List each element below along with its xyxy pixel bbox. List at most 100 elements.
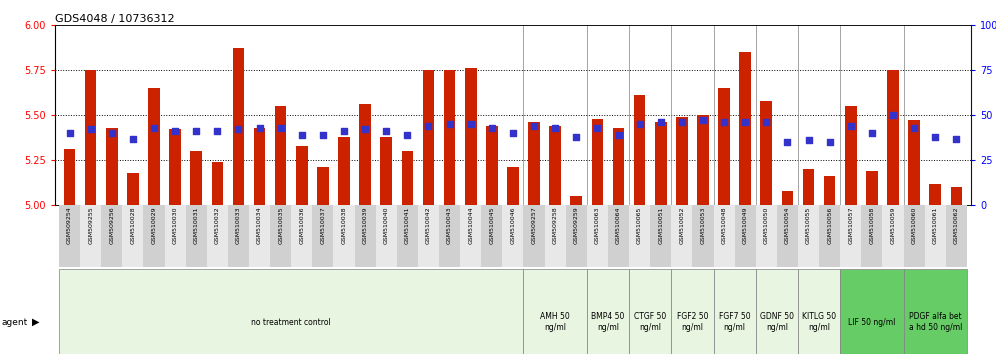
Text: GSM510045: GSM510045 — [489, 207, 494, 244]
Point — [526, 123, 542, 129]
Bar — [608, 205, 629, 267]
Text: GSM510038: GSM510038 — [342, 207, 347, 244]
Bar — [169, 130, 181, 205]
Bar — [317, 167, 329, 205]
Text: GSM510033: GSM510033 — [236, 207, 241, 244]
Bar — [819, 205, 841, 267]
Point — [590, 125, 606, 131]
Text: GSM510060: GSM510060 — [911, 207, 916, 244]
Text: GSM510048: GSM510048 — [721, 207, 726, 244]
Bar — [486, 126, 498, 205]
Bar — [650, 205, 671, 267]
Bar — [148, 88, 159, 205]
Point — [822, 139, 838, 145]
Bar — [190, 151, 202, 205]
Text: GSM510065: GSM510065 — [637, 207, 642, 244]
Bar — [275, 106, 287, 205]
Point — [358, 127, 374, 132]
Bar — [396, 205, 418, 267]
Bar — [228, 205, 249, 267]
Text: PDGF alfa bet
a hd 50 ng/ml: PDGF alfa bet a hd 50 ng/ml — [908, 313, 962, 332]
Bar — [481, 205, 502, 267]
Text: GSM509254: GSM509254 — [67, 207, 72, 244]
Bar — [903, 269, 967, 354]
Bar — [756, 205, 777, 267]
Point — [378, 129, 394, 134]
Text: GSM510044: GSM510044 — [468, 207, 473, 244]
Point — [209, 129, 225, 134]
Text: CTGF 50
ng/ml: CTGF 50 ng/ml — [634, 313, 666, 332]
Bar — [334, 205, 355, 267]
Bar — [360, 104, 371, 205]
Bar — [339, 137, 350, 205]
Bar — [929, 184, 941, 205]
Bar — [841, 269, 903, 354]
Bar — [613, 128, 624, 205]
Bar — [845, 106, 857, 205]
Text: GSM510030: GSM510030 — [172, 207, 177, 244]
Text: GSM510059: GSM510059 — [890, 207, 895, 244]
Text: GSM510040: GSM510040 — [383, 207, 388, 244]
Bar — [102, 205, 123, 267]
Bar — [85, 70, 97, 205]
Bar — [950, 187, 962, 205]
Bar — [903, 205, 924, 267]
Bar — [143, 205, 164, 267]
Text: ▶: ▶ — [32, 317, 40, 327]
Text: GSM510053: GSM510053 — [700, 207, 705, 244]
Bar — [123, 205, 143, 267]
Bar — [127, 173, 138, 205]
Point — [780, 139, 796, 145]
Text: no treatment control: no treatment control — [251, 318, 331, 327]
Text: GSM510028: GSM510028 — [130, 207, 135, 244]
Bar — [671, 205, 692, 267]
Point — [146, 125, 162, 131]
Text: FGF7 50
ng/ml: FGF7 50 ng/ml — [719, 313, 750, 332]
Text: GSM510064: GSM510064 — [616, 207, 622, 244]
Bar — [59, 205, 80, 267]
Point — [758, 119, 774, 125]
Bar — [313, 205, 334, 267]
Bar — [254, 128, 265, 205]
Text: GSM510041: GSM510041 — [404, 207, 410, 244]
Bar — [380, 137, 392, 205]
Bar — [106, 128, 118, 205]
Point — [843, 123, 859, 129]
Point — [399, 132, 415, 138]
Bar — [882, 205, 903, 267]
Bar — [524, 205, 545, 267]
Text: GSM510029: GSM510029 — [151, 207, 156, 244]
Point — [716, 119, 732, 125]
Bar — [803, 169, 815, 205]
Text: GSM509258: GSM509258 — [553, 207, 558, 244]
Text: GSM509259: GSM509259 — [574, 207, 579, 244]
Bar — [207, 205, 228, 267]
Text: GSM509255: GSM509255 — [89, 207, 94, 244]
Bar — [629, 269, 671, 354]
Point — [948, 136, 964, 141]
Text: GSM510052: GSM510052 — [679, 207, 684, 244]
Point — [188, 129, 204, 134]
Bar — [671, 269, 713, 354]
Point — [864, 130, 879, 136]
Bar — [291, 205, 313, 267]
Text: GDNF 50
ng/ml: GDNF 50 ng/ml — [760, 313, 794, 332]
Text: GSM510031: GSM510031 — [194, 207, 199, 244]
Text: GSM510055: GSM510055 — [806, 207, 811, 244]
Text: GSM510034: GSM510034 — [257, 207, 262, 244]
Bar — [841, 205, 862, 267]
Text: GSM510051: GSM510051 — [658, 207, 663, 244]
Bar — [739, 52, 751, 205]
Point — [441, 121, 457, 127]
Bar — [502, 205, 524, 267]
Bar — [422, 70, 434, 205]
Bar — [862, 205, 882, 267]
Bar — [164, 205, 185, 267]
Text: LIF 50 ng/ml: LIF 50 ng/ml — [849, 318, 895, 327]
Text: GSM510054: GSM510054 — [785, 207, 790, 244]
Bar — [777, 205, 798, 267]
Bar — [824, 176, 836, 205]
Text: GSM510049: GSM510049 — [743, 207, 748, 244]
Text: GSM510039: GSM510039 — [363, 207, 368, 244]
Bar — [735, 205, 756, 267]
